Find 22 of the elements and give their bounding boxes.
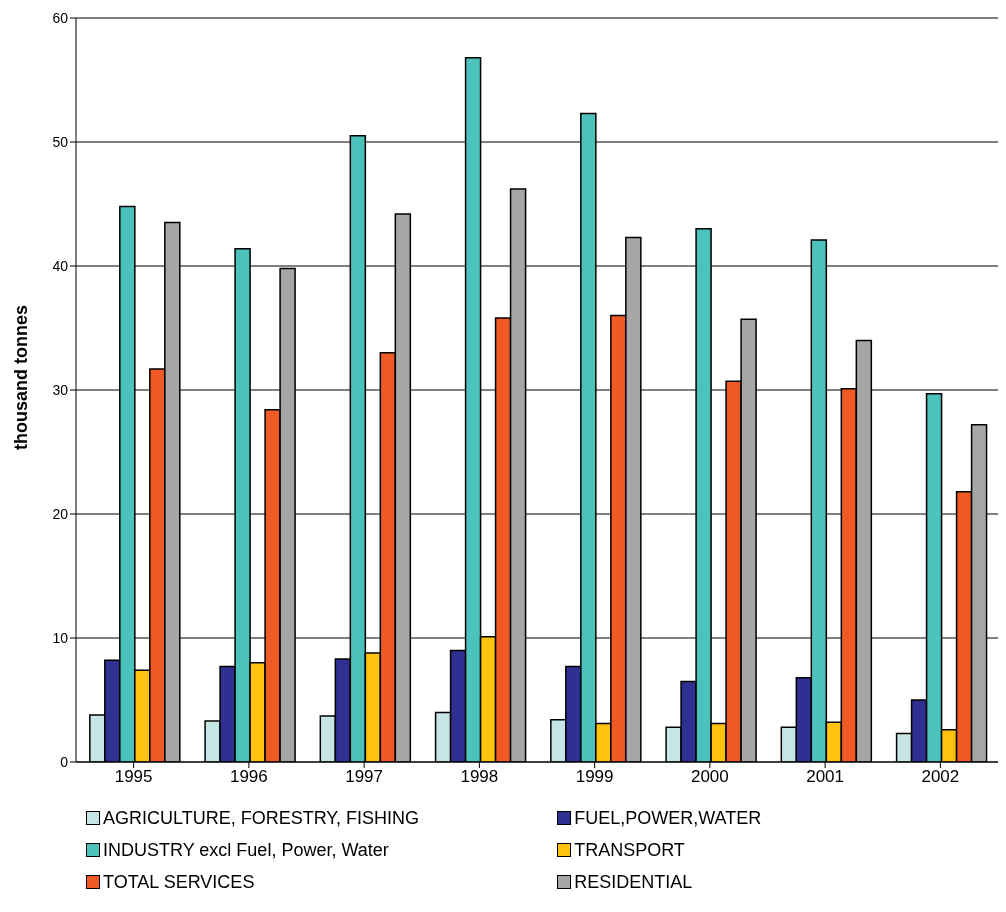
- x-tick-label: 1998: [460, 767, 499, 787]
- x-tick-label: 1999: [575, 767, 614, 787]
- y-tick-label: 20: [52, 505, 69, 522]
- legend-label: AGRICULTURE, FORESTRY, FISHING: [103, 807, 420, 829]
- y-tick-label: 30: [52, 381, 69, 398]
- y-tick-label: 0: [60, 753, 69, 770]
- x-tick-label: 2000: [690, 767, 729, 787]
- x-tick-label: 2002: [921, 767, 960, 787]
- x-tick-label: 1995: [114, 767, 153, 787]
- y-tick-label: 50: [52, 133, 69, 150]
- y-tick-label: 60: [52, 9, 69, 26]
- y-tick-label: 10: [52, 629, 69, 646]
- x-tick-label: 2001: [806, 767, 845, 787]
- legend-label: TOTAL SERVICES: [103, 871, 255, 893]
- legend-label: TRANSPORT: [574, 839, 685, 861]
- y-tick-label: 40: [52, 257, 69, 274]
- x-tick-label: 1997: [345, 767, 384, 787]
- legend-label: INDUSTRY excl Fuel, Power, Water: [103, 839, 389, 861]
- x-tick-label: 1996: [229, 767, 268, 787]
- legend-label: RESIDENTIAL: [574, 871, 693, 893]
- y-axis-title: thousand tonnes: [11, 305, 32, 450]
- legend-label: FUEL,POWER,WATER: [574, 807, 762, 829]
